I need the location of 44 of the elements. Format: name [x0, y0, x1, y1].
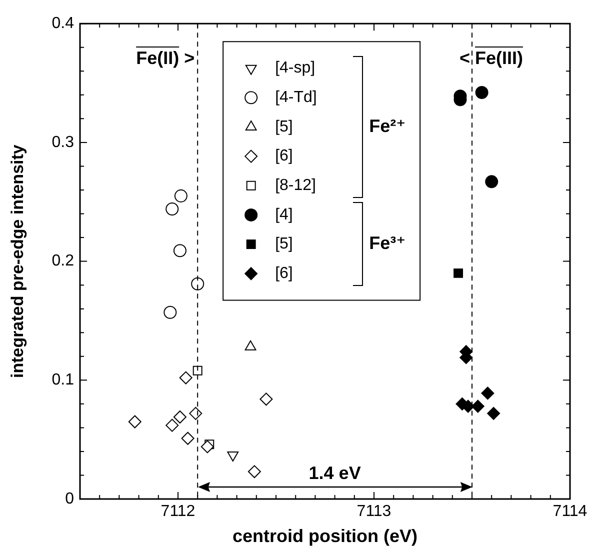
y-tick-label: 0.4	[52, 15, 74, 32]
annotation: Fe³⁺	[369, 232, 406, 254]
point	[192, 366, 202, 376]
point	[200, 440, 214, 454]
legend-label: [4]	[275, 206, 293, 224]
point	[164, 306, 177, 319]
point	[471, 400, 484, 413]
point	[191, 277, 204, 290]
legend-label: [5]	[275, 236, 293, 253]
point	[179, 371, 192, 384]
annotation: Fe²⁺	[369, 114, 406, 137]
legend-label: [8-12]	[275, 177, 316, 194]
annotation: Fe(II) >	[136, 48, 195, 68]
point	[248, 465, 261, 478]
point	[485, 175, 498, 188]
y-tick-label: 0.1	[52, 372, 74, 389]
point	[189, 406, 202, 420]
x-tick-label: 7112	[160, 503, 196, 520]
y-axis-title: integrated pre-edge intensity	[8, 144, 27, 378]
point	[487, 406, 500, 420]
point	[475, 86, 488, 100]
y-tick-label: 0	[65, 490, 74, 508]
point	[128, 415, 142, 428]
legend-label: [6]	[275, 148, 293, 165]
point	[173, 410, 186, 424]
point	[173, 244, 186, 258]
legend-label: [5]	[275, 118, 293, 136]
point	[166, 202, 179, 216]
legend-label: [6]	[275, 265, 293, 282]
y-tick-label: 0.2	[52, 252, 74, 270]
point	[174, 189, 188, 202]
point	[481, 386, 494, 400]
point	[454, 268, 464, 278]
annotation: 1.4 eV	[308, 463, 361, 484]
x-tick-label: 7114	[552, 503, 588, 520]
point	[166, 418, 179, 432]
x-axis-title: centroid position (eV)	[232, 526, 418, 546]
legend-label: [4-sp]	[275, 60, 316, 77]
point	[260, 392, 273, 406]
point	[181, 432, 194, 445]
annotation: < Fe(III)	[459, 48, 524, 68]
x-tick-label: 7113	[356, 503, 392, 520]
y-tick-label: 0.3	[52, 134, 74, 151]
legend-label: [4-Td]	[275, 89, 317, 106]
